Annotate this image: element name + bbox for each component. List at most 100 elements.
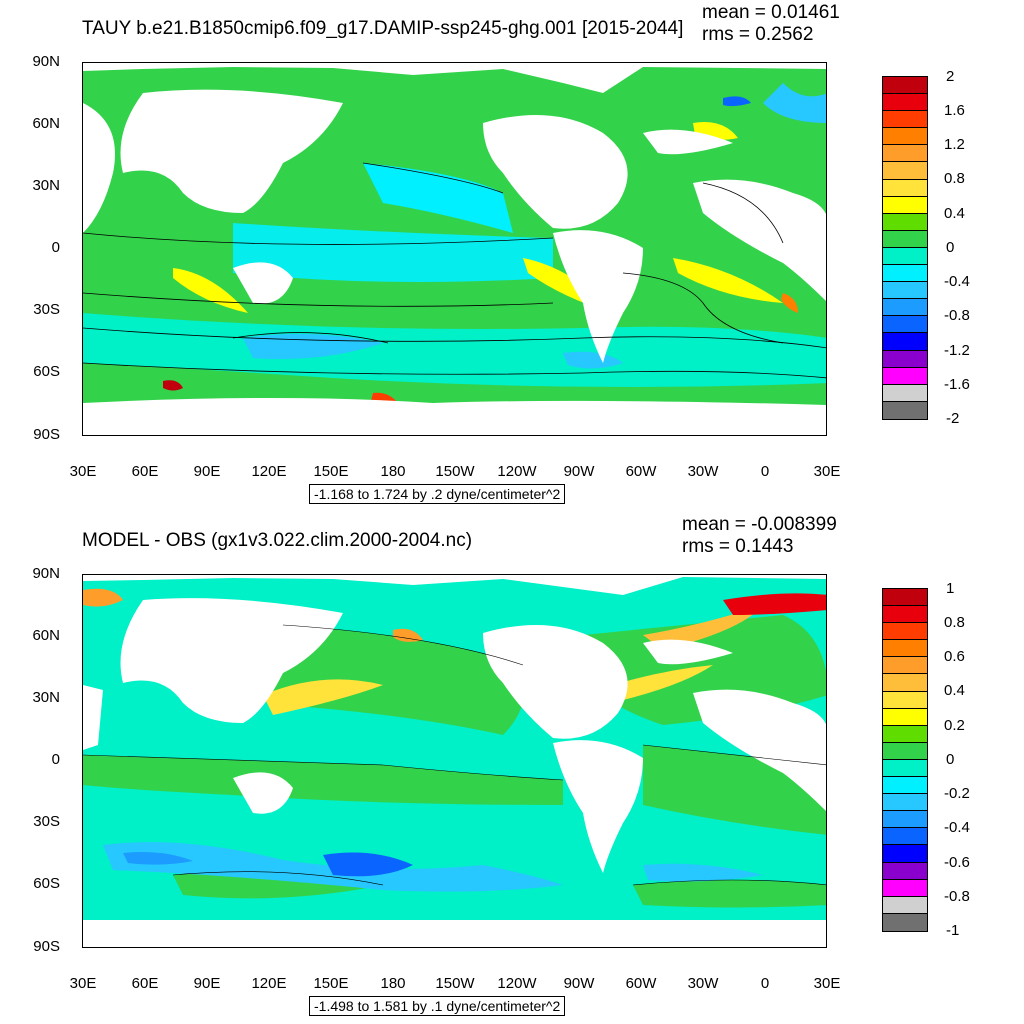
colorbar-segment — [883, 299, 927, 317]
colorbar-label: -0.8 — [944, 888, 970, 905]
colorbar-label: 2 — [946, 68, 955, 85]
colorbar-segment — [883, 674, 927, 692]
lon-label: 30E — [69, 975, 97, 992]
lon-label: 30E — [813, 975, 841, 992]
colorbar-segment — [883, 828, 927, 846]
colorbar-segment — [883, 691, 927, 709]
lat-label: 90N — [32, 53, 60, 70]
lon-label: 0 — [760, 463, 770, 480]
lon-label: 90W — [563, 975, 595, 992]
colorbar-segment — [883, 606, 927, 624]
lon-label: 60W — [625, 975, 657, 992]
colorbar-segment — [883, 862, 927, 880]
lat-label: 30S — [33, 301, 60, 318]
colorbar-segment — [883, 196, 927, 214]
panel-model-minus-obs: MODEL - OBS (gx1v3.022.clim.2000-2004.nc… — [0, 512, 1024, 1024]
lon-label: 90W — [563, 463, 595, 480]
colorbar-label: 0.8 — [944, 170, 965, 187]
colorbar-segment — [883, 623, 927, 641]
mean-stat: mean = 0.01461 — [702, 2, 840, 23]
colorbar-segment — [883, 367, 927, 385]
colorbar — [882, 588, 928, 932]
contour-range: -1.498 to 1.581 by .1 dyne/centimeter^2 — [309, 996, 566, 1016]
colorbar-segment — [883, 640, 927, 658]
colorbar-label: 0.6 — [944, 648, 965, 665]
colorbar-label: 1.6 — [944, 102, 965, 119]
colorbar-segment — [883, 742, 927, 760]
rms-stat: rms = 0.1443 — [682, 536, 794, 557]
lat-label: 0 — [51, 751, 60, 768]
lon-label: 120E — [251, 975, 287, 992]
lat-label: 90N — [32, 565, 60, 582]
lon-label: 120W — [497, 975, 537, 992]
colorbar-segment — [883, 179, 927, 197]
colorbar-segment — [883, 145, 927, 163]
colorbar-label: -0.4 — [944, 273, 970, 290]
mean-stat: mean = -0.008399 — [682, 514, 837, 535]
colorbar-label: -0.6 — [944, 854, 970, 871]
colorbar-label: -1.2 — [944, 342, 970, 359]
lat-label: 90S — [33, 426, 60, 443]
lon-label: 150W — [435, 463, 475, 480]
colorbar-segment — [883, 333, 927, 351]
colorbar-label: 0.2 — [944, 717, 965, 734]
colorbar-segment — [883, 708, 927, 726]
map-title: TAUY b.e21.B1850cmip6.f09_g17.DAMIP-ssp2… — [82, 18, 684, 39]
colorbar-segment — [883, 913, 927, 931]
lon-label: 180 — [380, 463, 406, 480]
colorbar-label: -2 — [946, 410, 960, 427]
lat-label: 60S — [33, 875, 60, 892]
colorbar-label: 0 — [946, 751, 955, 768]
colorbar-segment — [883, 128, 927, 146]
tauy-map — [82, 62, 827, 436]
lon-label: 150E — [313, 975, 349, 992]
colorbar-segment — [883, 725, 927, 743]
colorbar-segment — [883, 316, 927, 334]
colorbar-segment — [883, 384, 927, 402]
lat-label: 90S — [33, 938, 60, 955]
colorbar-segment — [883, 230, 927, 248]
colorbar-label: -0.8 — [944, 307, 970, 324]
colorbar-label: -1.6 — [944, 376, 970, 393]
map-title: MODEL - OBS (gx1v3.022.clim.2000-2004.nc… — [82, 530, 473, 551]
lon-label: 180 — [380, 975, 406, 992]
lon-label: 150E — [313, 463, 349, 480]
colorbar-segment — [883, 94, 927, 112]
colorbar-label: 0 — [946, 239, 955, 256]
lon-label: 150W — [435, 975, 475, 992]
colorbar-segment — [883, 657, 927, 675]
lon-label: 0 — [760, 975, 770, 992]
lon-label: 90E — [193, 975, 221, 992]
colorbar-segment — [883, 77, 927, 95]
colorbar-segment — [883, 589, 927, 607]
rms-stat: rms = 0.2562 — [702, 24, 814, 45]
lon-label: 30W — [687, 463, 719, 480]
lat-label: 30N — [32, 177, 60, 194]
colorbar-label: 1 — [946, 580, 955, 597]
colorbar-label: -0.4 — [944, 819, 970, 836]
lon-label: 90E — [193, 463, 221, 480]
colorbar-segment — [883, 879, 927, 897]
colorbar-segment — [883, 845, 927, 863]
lon-label: 120W — [497, 463, 537, 480]
lon-label: 60E — [131, 463, 159, 480]
lat-label: 30N — [32, 689, 60, 706]
panel-tauy: TAUY b.e21.B1850cmip6.f09_g17.DAMIP-ssp2… — [32, 2, 970, 504]
lat-label: 0 — [51, 239, 60, 256]
colorbar-label: 0.4 — [944, 205, 965, 222]
colorbar-segment — [883, 111, 927, 129]
colorbar-segment — [883, 777, 927, 795]
lon-label: 120E — [251, 463, 287, 480]
colorbar-segment — [883, 794, 927, 812]
colorbar-segment — [883, 811, 927, 829]
colorbar-label: -1 — [946, 922, 960, 939]
colorbar-label: 0.4 — [944, 682, 965, 699]
lon-label: 60E — [131, 975, 159, 992]
lat-label: 60S — [33, 363, 60, 380]
lon-label: 30W — [687, 975, 719, 992]
lat-label: 60N — [32, 627, 60, 644]
colorbar-segment — [883, 759, 927, 778]
lon-label: 30E — [69, 463, 97, 480]
colorbar-label: 1.2 — [944, 136, 965, 153]
colorbar-segment — [883, 896, 927, 914]
